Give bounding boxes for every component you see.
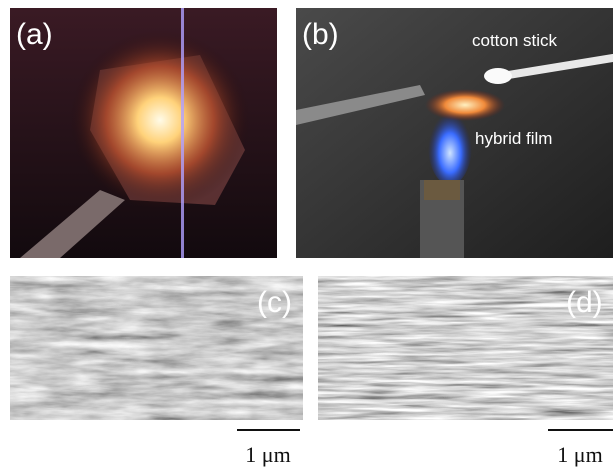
- glow: [70, 30, 250, 210]
- scale-bar-label: 1 μm: [245, 442, 290, 467]
- annotation: hybrid film: [475, 129, 552, 148]
- figure: (a) (b) cotton stick hybrid film (c) 1 μ…: [0, 0, 613, 469]
- panel-d: (d) 1 μm: [318, 276, 613, 467]
- panel-label: (c): [257, 286, 292, 319]
- panel-b: (b) cotton stick hybrid film: [296, 8, 613, 258]
- panel-c: (c) 1 μm: [10, 276, 303, 467]
- light-streak: [181, 8, 184, 258]
- cotton-tip: [484, 68, 512, 84]
- panel-label: (b): [302, 18, 339, 51]
- scale-bar-label: 1 μm: [557, 442, 602, 467]
- burner-top: [424, 180, 460, 200]
- panel-a: (a): [10, 8, 277, 258]
- panel-label: (a): [16, 18, 53, 51]
- annotation: cotton stick: [472, 31, 558, 50]
- panel-label: (d): [566, 286, 603, 319]
- burning-film: [425, 89, 505, 121]
